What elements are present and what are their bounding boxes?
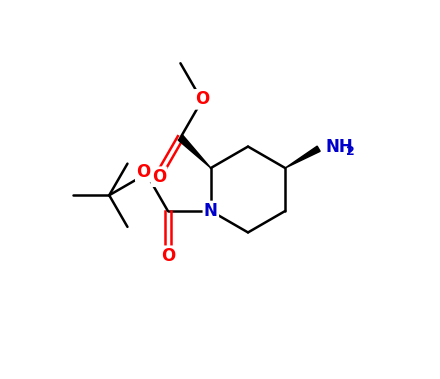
Text: O: O: [161, 247, 175, 265]
Text: NH: NH: [326, 138, 353, 156]
Polygon shape: [178, 135, 211, 168]
Text: O: O: [136, 163, 150, 181]
Text: 2: 2: [346, 145, 355, 158]
Text: O: O: [152, 168, 166, 186]
Polygon shape: [285, 146, 320, 168]
Text: O: O: [195, 90, 209, 108]
Text: N: N: [204, 202, 218, 220]
